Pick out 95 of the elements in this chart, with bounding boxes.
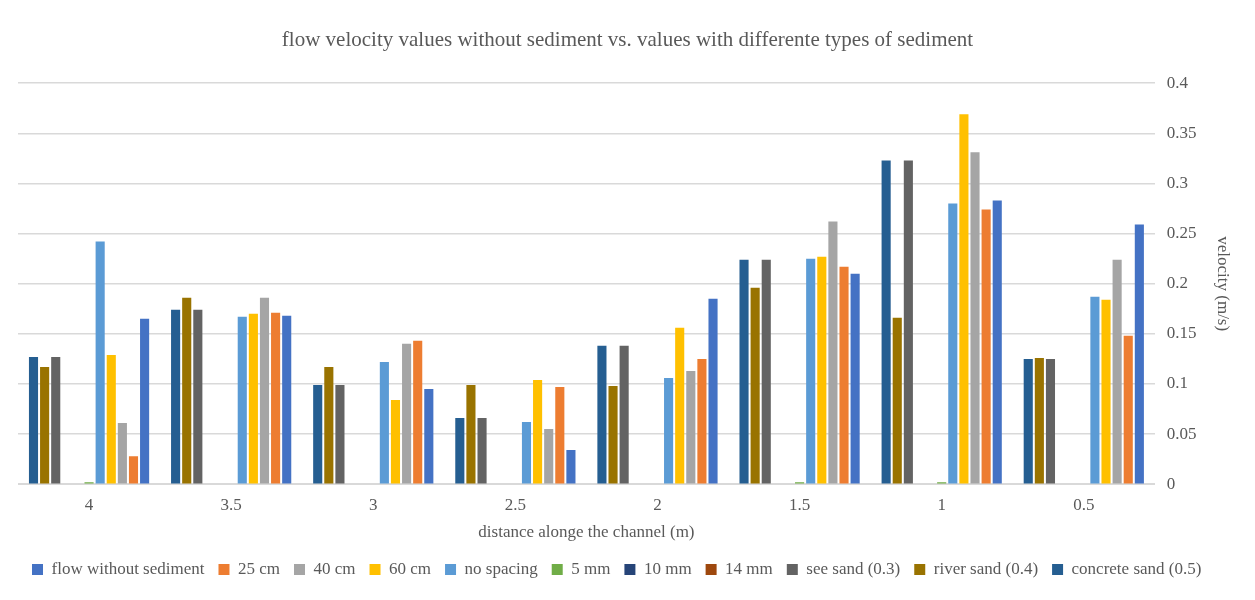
bar <box>271 312 281 484</box>
bar <box>903 160 913 484</box>
bar <box>171 309 181 484</box>
bar <box>117 423 127 484</box>
bar <box>193 309 203 484</box>
bar <box>555 386 565 484</box>
bar <box>892 317 902 484</box>
bar <box>455 418 465 484</box>
bar <box>948 203 958 484</box>
bar <box>313 384 323 484</box>
y-axis-title: velocity (m/s) <box>1214 236 1234 332</box>
bar <box>51 356 61 484</box>
y-tick-label: 0.3 <box>1166 172 1189 192</box>
legend-label: 60 cm <box>389 558 432 578</box>
legend-label: flow without sediment <box>51 558 205 578</box>
bar <box>817 256 827 484</box>
bar <box>544 429 554 484</box>
x-tick-label: 1.5 <box>788 494 811 514</box>
bar <box>597 345 607 484</box>
x-tick-label: 1 <box>937 494 946 514</box>
bar <box>1045 358 1056 484</box>
bar <box>402 343 412 484</box>
bar <box>390 399 401 484</box>
bar <box>566 450 576 484</box>
bar <box>248 313 258 484</box>
bar <box>259 297 270 484</box>
bar <box>828 221 838 484</box>
bar <box>806 258 816 484</box>
bar <box>28 356 39 484</box>
bar <box>1134 224 1144 484</box>
y-tick-label: 0.15 <box>1166 323 1197 343</box>
bar <box>413 340 423 484</box>
bar <box>95 241 105 484</box>
legend-label: 25 cm <box>237 558 281 578</box>
x-tick-label: 3.5 <box>220 494 242 514</box>
x-tick-label: 0.5 <box>1073 494 1095 514</box>
y-tick-label: 0.2 <box>1166 273 1189 293</box>
bar <box>1123 335 1133 484</box>
legend-label: 10 mm <box>643 558 692 578</box>
bar <box>128 456 139 484</box>
legend-label: 14 mm <box>725 558 773 578</box>
bar <box>1090 296 1100 484</box>
bar <box>708 298 718 484</box>
y-tick-label: 0.1 <box>1166 373 1189 393</box>
legend-label: 5 mm <box>571 558 611 578</box>
bar <box>533 379 543 484</box>
chart-title: flow velocity values without sediment vs. values with differente types of sediment <box>281 27 974 52</box>
bar <box>839 266 849 484</box>
bar <box>140 318 150 484</box>
bar <box>850 273 860 484</box>
y-tick-label: 0 <box>1166 473 1176 493</box>
bar <box>739 259 749 484</box>
bar <box>761 259 771 484</box>
bar <box>959 114 969 484</box>
bar <box>324 366 334 484</box>
bar <box>992 200 1002 484</box>
y-tick-label: 0.35 <box>1166 122 1197 142</box>
bar <box>750 287 760 484</box>
bar <box>608 385 618 484</box>
bar <box>335 384 345 484</box>
bar <box>379 361 389 484</box>
y-tick-label: 0.4 <box>1166 72 1189 92</box>
legend-label: see sand (0.3) <box>806 558 901 578</box>
bar <box>970 152 980 484</box>
bar <box>477 418 487 484</box>
bar <box>1034 357 1044 484</box>
x-tick-label: 2 <box>653 494 662 514</box>
legend-label: no spacing <box>464 558 539 578</box>
bar <box>697 358 707 484</box>
bar <box>424 388 434 484</box>
bar <box>182 297 192 484</box>
x-tick-label: 2.5 <box>504 494 526 514</box>
bar <box>40 366 50 484</box>
bar <box>1112 259 1122 484</box>
bar <box>466 384 476 484</box>
bar <box>237 316 247 484</box>
bar <box>521 422 532 484</box>
bar <box>981 209 991 484</box>
bar <box>106 354 116 484</box>
legend-label: river sand (0.4) <box>933 558 1039 578</box>
bar <box>1023 358 1033 484</box>
legend-label: 40 cm <box>313 558 356 578</box>
y-tick-label: 0.05 <box>1166 423 1197 443</box>
x-axis-title: distance alonge the channel (m) <box>478 522 695 542</box>
x-tick-label: 3 <box>369 494 378 514</box>
bar <box>282 315 292 484</box>
bar <box>664 377 674 484</box>
bar <box>881 160 891 484</box>
bar <box>686 370 696 484</box>
bar <box>675 327 685 484</box>
bar <box>619 345 629 484</box>
bar <box>1101 299 1111 484</box>
legend-label: concrete sand (0.5) <box>1071 558 1202 578</box>
x-tick-label: 4 <box>84 494 94 514</box>
y-tick-label: 0.25 <box>1166 223 1197 243</box>
